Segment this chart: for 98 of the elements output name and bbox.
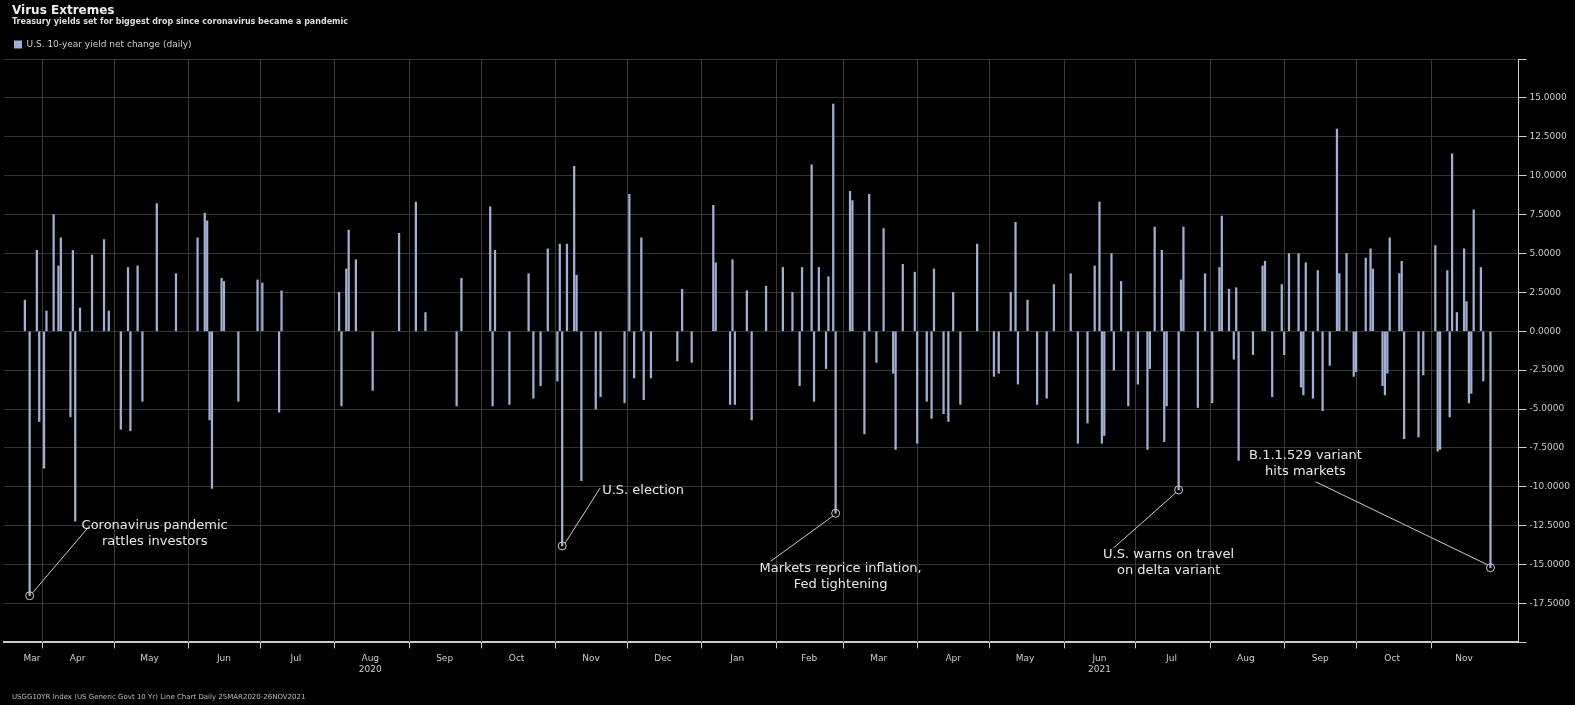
x-tick-label: Feb <box>801 653 818 664</box>
y-tick-label: -5.0000 <box>1529 403 1565 414</box>
x-tick-label: Mar <box>870 653 888 664</box>
y-tick-label: 2.5000 <box>1529 286 1562 297</box>
x-tick-label: Dec <box>654 653 672 664</box>
bar <box>491 331 494 407</box>
x-tick-label: Jul <box>289 653 302 664</box>
x-tick-label: Oct <box>508 653 525 664</box>
bar <box>599 331 602 397</box>
bar <box>45 310 48 332</box>
bar <box>508 331 511 405</box>
x-tick-label: Nov <box>1455 653 1474 664</box>
y-tick-label: 7.5000 <box>1529 208 1562 219</box>
bar <box>1110 253 1113 332</box>
bar <box>1237 331 1240 461</box>
x-tick-label: Jul <box>1165 653 1177 664</box>
bar <box>1302 331 1305 396</box>
bar <box>371 331 374 391</box>
bar <box>731 259 734 332</box>
bar <box>997 331 1000 374</box>
bar <box>875 331 878 363</box>
bar <box>69 331 72 418</box>
x-tick-label: May <box>1015 653 1036 664</box>
bar <box>340 331 343 407</box>
chart-subtitle: Treasury yields set for biggest drop since coronavirus became a pandemic <box>12 17 348 26</box>
x-tick-label: Apr <box>69 653 86 664</box>
x-tick-label: Jun 2021 <box>1088 653 1111 674</box>
bar <box>136 265 139 332</box>
bar <box>1232 331 1235 360</box>
bar <box>1328 331 1331 366</box>
bar <box>460 278 463 332</box>
bar <box>894 331 897 450</box>
bar <box>532 331 535 399</box>
y-tick-label: -7.5000 <box>1529 442 1565 453</box>
bar <box>424 312 427 332</box>
legend-label: U.S. 10-year yield net change (daily) <box>26 38 192 49</box>
bar <box>280 290 283 332</box>
bar <box>196 237 199 332</box>
bar <box>992 331 996 377</box>
bar <box>791 292 794 332</box>
bar <box>1283 331 1286 355</box>
y-tick-label: -15.0000 <box>1529 558 1571 569</box>
bar <box>129 331 132 432</box>
bar <box>1026 299 1029 332</box>
x-tick-label: Nov <box>582 653 601 664</box>
bar <box>834 331 837 514</box>
x-tick-label: Jun <box>215 653 231 664</box>
bar <box>942 331 945 415</box>
annotation: B.1.1.529 variant hits markets <box>1249 447 1362 479</box>
bar <box>1297 253 1300 332</box>
bar <box>1146 331 1149 450</box>
bar <box>1489 331 1492 569</box>
bar <box>930 331 933 419</box>
x-tick-label: Oct <box>1384 653 1401 664</box>
bar <box>1369 248 1372 332</box>
annotation: U.S. election <box>602 482 684 498</box>
bar <box>527 273 530 332</box>
bar <box>1345 253 1348 332</box>
y-tick-label: 12.5000 <box>1529 131 1568 142</box>
bar <box>863 331 866 435</box>
y-tick-label: -12.5000 <box>1529 520 1571 531</box>
x-tick-label: Jan <box>729 653 745 664</box>
annotation: Coronavirus pandemic rattles investors <box>81 517 228 549</box>
x-tick-label: Mar <box>23 653 41 664</box>
bar <box>1182 226 1185 332</box>
bar <box>623 331 626 404</box>
y-tick-label: -17.5000 <box>1529 597 1571 608</box>
annotation: U.S. warns on travel on delta variant <box>1103 546 1235 578</box>
annotation: Markets reprice inflation, Fed tightening <box>759 559 922 591</box>
bar <box>556 331 559 382</box>
bar <box>1251 331 1255 355</box>
y-tick-label: 15.0000 <box>1529 92 1568 103</box>
y-tick-label: -10.0000 <box>1529 481 1571 492</box>
chart-title: Virus Extremes <box>12 3 116 17</box>
bar <box>882 228 885 332</box>
y-tick-label: 5.0000 <box>1529 247 1562 258</box>
bar <box>1261 265 1264 332</box>
bar <box>827 276 830 332</box>
bar <box>1417 331 1420 438</box>
bar <box>141 331 144 402</box>
x-tick-label: Sep <box>1311 653 1329 664</box>
x-tick-label: Apr <box>945 653 962 664</box>
x-tick-label: May <box>140 653 160 664</box>
bar <box>1321 331 1324 411</box>
x-tick-label: Aug 2020 <box>358 653 383 674</box>
x-tick-label: Aug <box>1237 653 1255 664</box>
y-tick-label: 0.0000 <box>1529 325 1562 336</box>
bar <box>1352 331 1355 377</box>
bar <box>1014 222 1017 332</box>
bar <box>1098 201 1101 332</box>
x-tick-label: Sep <box>436 653 454 664</box>
y-tick-label: 10.0000 <box>1529 170 1568 181</box>
bar <box>1086 331 1089 424</box>
y-tick-label: -2.5000 <box>1529 364 1565 375</box>
bar <box>539 331 542 387</box>
bar <box>676 331 679 362</box>
bar <box>256 279 259 332</box>
bar <box>690 331 693 363</box>
